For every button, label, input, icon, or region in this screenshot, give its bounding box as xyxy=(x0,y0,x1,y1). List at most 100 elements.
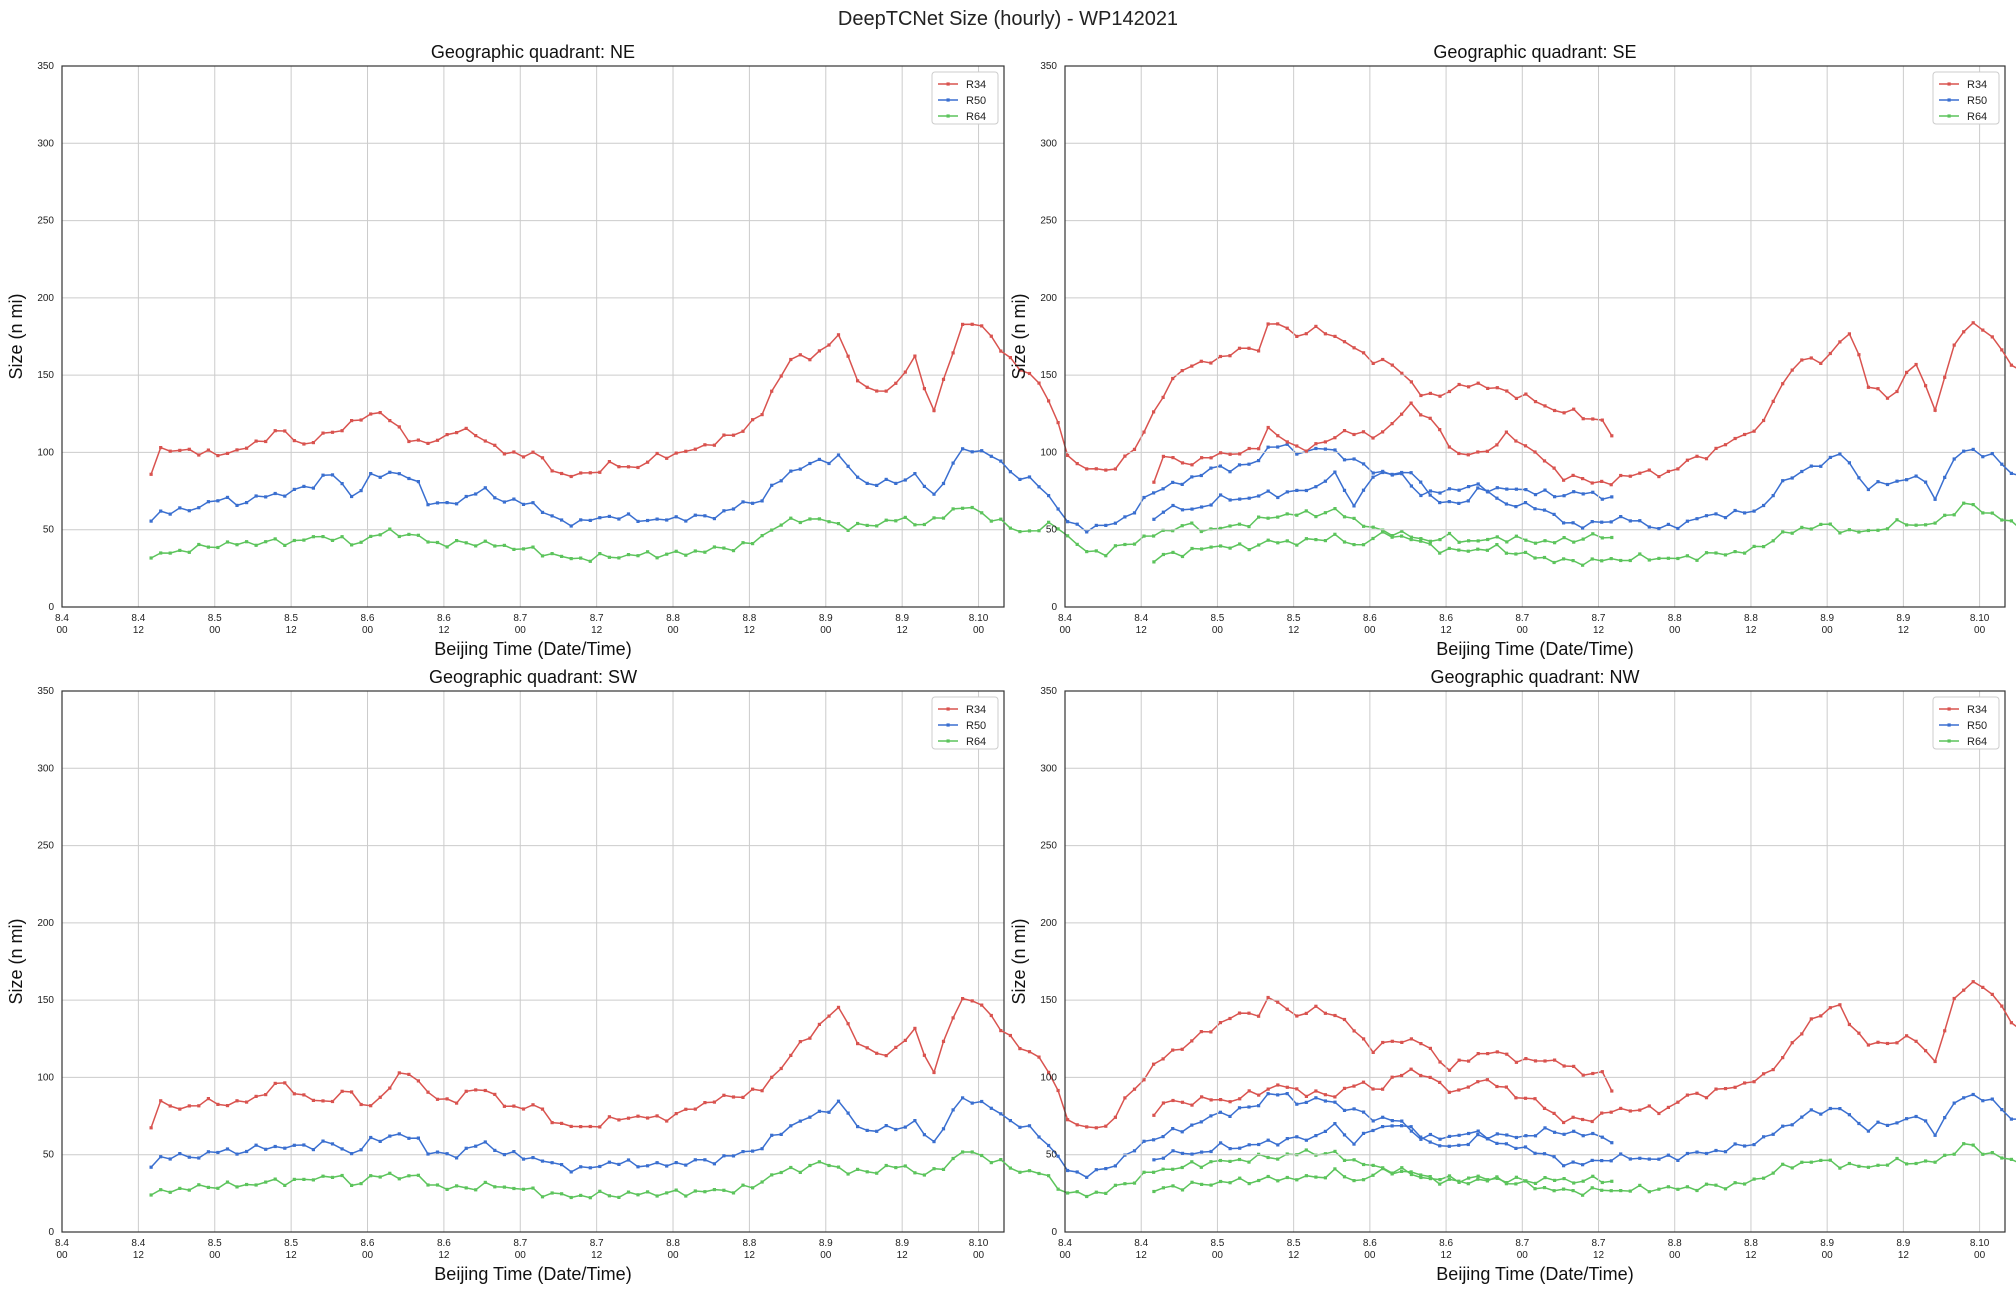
series-point-r50 xyxy=(1161,487,1165,491)
series-point-r34 xyxy=(1342,1017,1347,1022)
series-point-r34 xyxy=(1666,469,1670,473)
chart-panel-3: 0501001502002503003508.4008.4128.5008.51… xyxy=(6,667,1614,1284)
series-point-r64 xyxy=(254,543,258,547)
series-point-r50 xyxy=(264,495,268,499)
series-point-r50 xyxy=(1257,459,1261,463)
series-point-r64 xyxy=(474,1188,478,1192)
series-point-r50 xyxy=(1905,1117,1909,1121)
series-point-r50 xyxy=(674,1161,678,1165)
series-point-r34 xyxy=(369,412,373,416)
series-point-r34 xyxy=(1847,1022,1851,1027)
series-point-r34 xyxy=(1428,391,1432,395)
series-point-r50 xyxy=(1495,496,1499,500)
series-point-r64 xyxy=(1266,516,1270,520)
series-point-r50 xyxy=(206,500,210,504)
series-point-r50 xyxy=(1610,495,1614,499)
series-point-r64 xyxy=(1419,539,1423,543)
series-point-r34 xyxy=(502,452,506,456)
series-point-r64 xyxy=(1695,558,1699,562)
series-point-r34 xyxy=(187,1104,191,1108)
series-point-r64 xyxy=(225,540,230,544)
series-point-r64 xyxy=(1733,1181,1737,1185)
series-point-r64 xyxy=(1257,515,1261,519)
series-point-r34 xyxy=(388,1086,392,1090)
series-point-r50 xyxy=(1333,448,1337,452)
series-point-r64 xyxy=(1828,1158,1832,1162)
series-point-r50 xyxy=(789,1124,793,1128)
series-point-r64 xyxy=(388,1171,392,1175)
series-point-r34 xyxy=(1161,1101,1165,1105)
series-point-r34 xyxy=(1314,1089,1318,1093)
series-point-r64 xyxy=(1400,534,1404,538)
series-point-r64 xyxy=(1409,1170,1413,1174)
series-point-r34 xyxy=(999,1029,1003,1033)
series-point-r64 xyxy=(1771,1171,1775,1175)
series-point-r34 xyxy=(1600,1070,1604,1074)
series-point-r64 xyxy=(464,541,468,545)
series-point-r64 xyxy=(1752,1177,1756,1181)
series-point-r34 xyxy=(922,1053,926,1057)
series-point-r64 xyxy=(569,1195,573,1200)
series-point-r34 xyxy=(1199,1030,1203,1034)
series-point-r64 xyxy=(1104,1191,1108,1195)
panel-title: Geographic quadrant: NE xyxy=(431,42,635,62)
series-point-r34 xyxy=(435,1097,440,1101)
series-point-r50 xyxy=(1400,470,1404,475)
series-point-r34 xyxy=(731,433,736,437)
series-point-r50 xyxy=(1514,1135,1518,1140)
series-point-r50 xyxy=(1209,1114,1213,1118)
series-point-r64 xyxy=(1361,1178,1366,1182)
series-point-r34 xyxy=(1180,461,1185,465)
series-point-r50 xyxy=(1505,487,1509,491)
series-point-r64 xyxy=(856,1167,860,1171)
series-point-r50 xyxy=(1228,498,1232,502)
x-tick-label-hour: 00 xyxy=(515,1250,527,1261)
series-point-r50 xyxy=(579,1165,583,1169)
series-point-r50 xyxy=(1419,480,1423,484)
series-point-r50 xyxy=(1714,1148,1718,1153)
x-tick-label-date: 8.7 xyxy=(1515,613,1529,624)
series-point-r50 xyxy=(531,501,535,505)
x-tick-label-date: 8.10 xyxy=(969,1238,989,1249)
series-point-r34 xyxy=(206,1097,210,1101)
series-point-r50 xyxy=(1495,1141,1499,1145)
series-point-r34 xyxy=(1371,1050,1375,1054)
series-point-r50 xyxy=(1466,499,1470,503)
x-tick-label-hour: 00 xyxy=(1059,1250,1071,1261)
series-line-r50 xyxy=(1153,448,2016,530)
series-point-r50 xyxy=(369,1135,373,1140)
x-tick-label-hour: 12 xyxy=(591,625,603,636)
x-tick-label-hour: 00 xyxy=(973,1250,985,1261)
series-point-r64 xyxy=(474,544,478,548)
series-point-r50 xyxy=(1533,493,1538,497)
series-point-r50 xyxy=(1342,458,1347,462)
series-point-r50 xyxy=(1200,1150,1204,1154)
series-point-r34 xyxy=(1781,382,1785,386)
series-point-r34 xyxy=(1628,1109,1632,1113)
series-point-r34 xyxy=(283,429,287,433)
x-tick-label-date: 8.6 xyxy=(1439,1238,1453,1249)
series-point-r34 xyxy=(1542,1106,1547,1110)
x-tick-label-date: 8.9 xyxy=(819,1238,833,1249)
series-point-r50 xyxy=(1209,503,1213,507)
x-tick-label-hour: 12 xyxy=(133,1250,145,1261)
series-point-r64 xyxy=(703,1190,707,1194)
panel-title: Geographic quadrant: SW xyxy=(429,667,637,687)
series-point-r34 xyxy=(617,1118,621,1122)
series-point-r34 xyxy=(1914,362,1918,367)
series-point-r64 xyxy=(445,1187,449,1191)
series-point-r64 xyxy=(1209,545,1213,549)
series-point-r50 xyxy=(1943,1116,1947,1120)
series-point-r34 xyxy=(1885,1041,1890,1046)
series-point-r34 xyxy=(1553,1058,1557,1062)
series-point-r34 xyxy=(913,354,917,358)
series-point-r50 xyxy=(1190,1123,1194,1127)
legend-label: R34 xyxy=(1967,704,1987,716)
series-point-r64 xyxy=(1486,537,1490,542)
series-point-r50 xyxy=(1285,442,1289,446)
series-point-r64 xyxy=(1600,559,1604,563)
series-point-r34 xyxy=(760,413,764,417)
series-point-r34 xyxy=(817,1022,821,1026)
series-point-r34 xyxy=(2009,363,2013,367)
series-point-r34 xyxy=(1333,1095,1337,1099)
